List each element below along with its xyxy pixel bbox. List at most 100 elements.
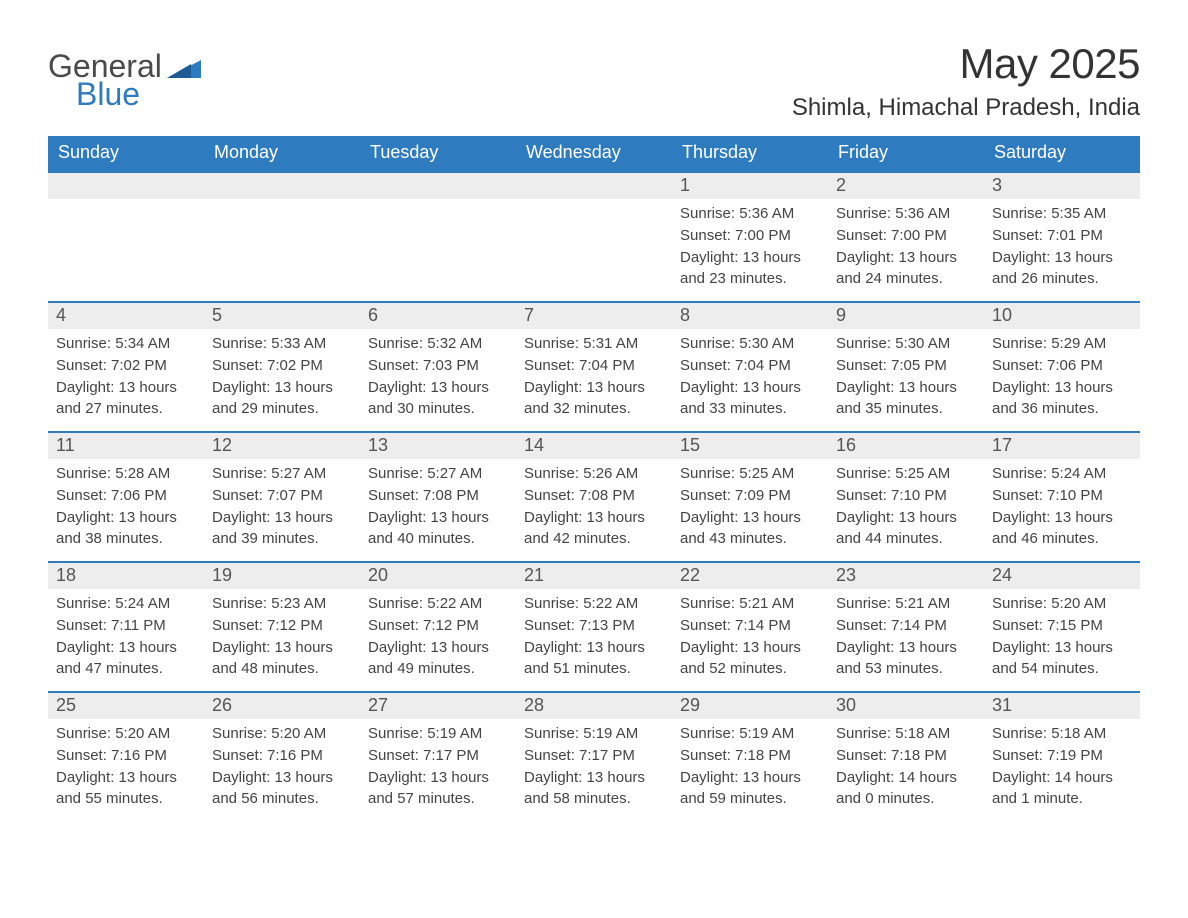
- dow-cell: Monday: [204, 136, 360, 171]
- day-cell: [204, 173, 360, 301]
- day-number: 1: [672, 173, 828, 199]
- day-cell: 29Sunrise: 5:19 AMSunset: 7:18 PMDayligh…: [672, 693, 828, 821]
- daylight-line: Daylight: 13 hours and 29 minutes.: [212, 377, 352, 421]
- sunrise-line: Sunrise: 5:28 AM: [56, 463, 196, 485]
- day-cell: [48, 173, 204, 301]
- day-number: 17: [984, 433, 1140, 459]
- daylight-line: Daylight: 13 hours and 27 minutes.: [56, 377, 196, 421]
- sunrise-line: Sunrise: 5:35 AM: [992, 203, 1132, 225]
- sunset-line: Sunset: 7:11 PM: [56, 615, 196, 637]
- day-body: Sunrise: 5:32 AMSunset: 7:03 PMDaylight:…: [360, 329, 516, 430]
- daylight-line: Daylight: 13 hours and 48 minutes.: [212, 637, 352, 681]
- sunrise-line: Sunrise: 5:19 AM: [368, 723, 508, 745]
- sunset-line: Sunset: 7:06 PM: [992, 355, 1132, 377]
- day-cell: 22Sunrise: 5:21 AMSunset: 7:14 PMDayligh…: [672, 563, 828, 691]
- day-body: Sunrise: 5:25 AMSunset: 7:09 PMDaylight:…: [672, 459, 828, 560]
- day-cell: 16Sunrise: 5:25 AMSunset: 7:10 PMDayligh…: [828, 433, 984, 561]
- dow-cell: Sunday: [48, 136, 204, 171]
- day-cell: 23Sunrise: 5:21 AMSunset: 7:14 PMDayligh…: [828, 563, 984, 691]
- logo-word-blue: Blue: [76, 78, 162, 110]
- sunrise-line: Sunrise: 5:24 AM: [56, 593, 196, 615]
- sunrise-line: Sunrise: 5:30 AM: [680, 333, 820, 355]
- day-cell: 8Sunrise: 5:30 AMSunset: 7:04 PMDaylight…: [672, 303, 828, 431]
- day-number: [516, 173, 672, 199]
- day-body: Sunrise: 5:35 AMSunset: 7:01 PMDaylight:…: [984, 199, 1140, 300]
- day-cell: 4Sunrise: 5:34 AMSunset: 7:02 PMDaylight…: [48, 303, 204, 431]
- week-row: 4Sunrise: 5:34 AMSunset: 7:02 PMDaylight…: [48, 301, 1140, 431]
- sunset-line: Sunset: 7:10 PM: [836, 485, 976, 507]
- daylight-line: Daylight: 13 hours and 39 minutes.: [212, 507, 352, 551]
- day-number: 22: [672, 563, 828, 589]
- daylight-line: Daylight: 13 hours and 49 minutes.: [368, 637, 508, 681]
- day-number: 26: [204, 693, 360, 719]
- week-row: 18Sunrise: 5:24 AMSunset: 7:11 PMDayligh…: [48, 561, 1140, 691]
- daylight-line: Daylight: 14 hours and 0 minutes.: [836, 767, 976, 811]
- sunrise-line: Sunrise: 5:26 AM: [524, 463, 664, 485]
- daylight-line: Daylight: 13 hours and 56 minutes.: [212, 767, 352, 811]
- day-number: 28: [516, 693, 672, 719]
- sunset-line: Sunset: 7:19 PM: [992, 745, 1132, 767]
- location-subtitle: Shimla, Himachal Pradesh, India: [792, 94, 1140, 122]
- day-cell: 31Sunrise: 5:18 AMSunset: 7:19 PMDayligh…: [984, 693, 1140, 821]
- day-number: 30: [828, 693, 984, 719]
- day-cell: 13Sunrise: 5:27 AMSunset: 7:08 PMDayligh…: [360, 433, 516, 561]
- day-number: 23: [828, 563, 984, 589]
- sunset-line: Sunset: 7:02 PM: [212, 355, 352, 377]
- sunrise-line: Sunrise: 5:19 AM: [524, 723, 664, 745]
- sunset-line: Sunset: 7:18 PM: [680, 745, 820, 767]
- day-cell: 18Sunrise: 5:24 AMSunset: 7:11 PMDayligh…: [48, 563, 204, 691]
- sunrise-line: Sunrise: 5:29 AM: [992, 333, 1132, 355]
- sunrise-line: Sunrise: 5:18 AM: [992, 723, 1132, 745]
- day-number: 29: [672, 693, 828, 719]
- sunrise-line: Sunrise: 5:30 AM: [836, 333, 976, 355]
- day-cell: [360, 173, 516, 301]
- day-cell: 19Sunrise: 5:23 AMSunset: 7:12 PMDayligh…: [204, 563, 360, 691]
- week-row: 1Sunrise: 5:36 AMSunset: 7:00 PMDaylight…: [48, 171, 1140, 301]
- day-cell: 10Sunrise: 5:29 AMSunset: 7:06 PMDayligh…: [984, 303, 1140, 431]
- day-body: Sunrise: 5:29 AMSunset: 7:06 PMDaylight:…: [984, 329, 1140, 430]
- dow-cell: Friday: [828, 136, 984, 171]
- day-cell: 5Sunrise: 5:33 AMSunset: 7:02 PMDaylight…: [204, 303, 360, 431]
- day-body: Sunrise: 5:26 AMSunset: 7:08 PMDaylight:…: [516, 459, 672, 560]
- day-number: 27: [360, 693, 516, 719]
- sunrise-line: Sunrise: 5:19 AM: [680, 723, 820, 745]
- sunrise-line: Sunrise: 5:20 AM: [212, 723, 352, 745]
- day-cell: 25Sunrise: 5:20 AMSunset: 7:16 PMDayligh…: [48, 693, 204, 821]
- day-cell: 11Sunrise: 5:28 AMSunset: 7:06 PMDayligh…: [48, 433, 204, 561]
- week-row: 11Sunrise: 5:28 AMSunset: 7:06 PMDayligh…: [48, 431, 1140, 561]
- title-block: May 2025 Shimla, Himachal Pradesh, India: [792, 40, 1140, 122]
- day-cell: 20Sunrise: 5:22 AMSunset: 7:12 PMDayligh…: [360, 563, 516, 691]
- sunrise-line: Sunrise: 5:34 AM: [56, 333, 196, 355]
- day-body: Sunrise: 5:27 AMSunset: 7:08 PMDaylight:…: [360, 459, 516, 560]
- day-cell: 7Sunrise: 5:31 AMSunset: 7:04 PMDaylight…: [516, 303, 672, 431]
- day-cell: [516, 173, 672, 301]
- sunset-line: Sunset: 7:16 PM: [212, 745, 352, 767]
- day-number: 8: [672, 303, 828, 329]
- day-number: 19: [204, 563, 360, 589]
- logo-triangle-icon: [167, 56, 201, 83]
- sunrise-line: Sunrise: 5:27 AM: [212, 463, 352, 485]
- day-cell: 28Sunrise: 5:19 AMSunset: 7:17 PMDayligh…: [516, 693, 672, 821]
- day-cell: 14Sunrise: 5:26 AMSunset: 7:08 PMDayligh…: [516, 433, 672, 561]
- day-cell: 15Sunrise: 5:25 AMSunset: 7:09 PMDayligh…: [672, 433, 828, 561]
- day-body: Sunrise: 5:34 AMSunset: 7:02 PMDaylight:…: [48, 329, 204, 430]
- daylight-line: Daylight: 13 hours and 24 minutes.: [836, 247, 976, 291]
- day-body: Sunrise: 5:36 AMSunset: 7:00 PMDaylight:…: [672, 199, 828, 300]
- sunrise-line: Sunrise: 5:25 AM: [836, 463, 976, 485]
- sunset-line: Sunset: 7:05 PM: [836, 355, 976, 377]
- sunrise-line: Sunrise: 5:33 AM: [212, 333, 352, 355]
- sunset-line: Sunset: 7:14 PM: [836, 615, 976, 637]
- day-number: 6: [360, 303, 516, 329]
- sunrise-line: Sunrise: 5:27 AM: [368, 463, 508, 485]
- day-number: 10: [984, 303, 1140, 329]
- day-body: Sunrise: 5:25 AMSunset: 7:10 PMDaylight:…: [828, 459, 984, 560]
- daylight-line: Daylight: 13 hours and 46 minutes.: [992, 507, 1132, 551]
- sunset-line: Sunset: 7:00 PM: [836, 225, 976, 247]
- logo: General Blue: [48, 40, 201, 110]
- sunset-line: Sunset: 7:08 PM: [368, 485, 508, 507]
- day-number: 13: [360, 433, 516, 459]
- daylight-line: Daylight: 14 hours and 1 minute.: [992, 767, 1132, 811]
- sunset-line: Sunset: 7:17 PM: [524, 745, 664, 767]
- sunset-line: Sunset: 7:18 PM: [836, 745, 976, 767]
- sunset-line: Sunset: 7:04 PM: [524, 355, 664, 377]
